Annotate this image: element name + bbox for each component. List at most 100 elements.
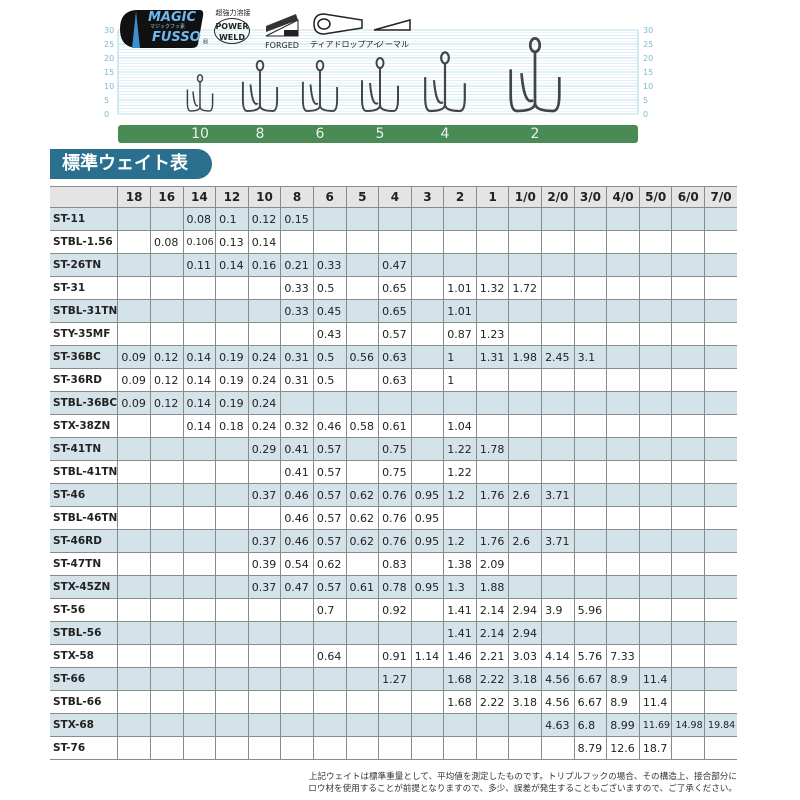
weight-cell — [638, 345, 673, 369]
weight-cell: 0.12 — [247, 207, 282, 231]
weight-cell — [704, 207, 738, 231]
row-model-label: ST-66 — [50, 667, 119, 691]
weight-cell — [508, 575, 543, 599]
weight-cell: 0.57 — [312, 529, 347, 553]
weight-cell — [312, 230, 347, 254]
weight-cell — [378, 621, 412, 645]
weight-cell — [117, 598, 151, 622]
weight-cell — [247, 276, 282, 300]
weight-cell — [606, 253, 640, 277]
scale-tick-label: 20 — [643, 54, 653, 63]
table-row: ST-36RD 0.09 0.12 0.14 0.19 0.24 0.31 0.5 0.63 1 — [50, 368, 738, 392]
weight-cell — [182, 644, 217, 668]
weight-cell — [410, 736, 445, 760]
column-header: 4 — [378, 186, 412, 208]
weight-cell — [149, 644, 184, 668]
weight-cell — [573, 552, 608, 576]
weight-cell — [573, 322, 608, 346]
weight-cell: 0.33 — [280, 276, 314, 300]
header-corner — [50, 186, 119, 208]
row-model-label: STX-38ZN — [50, 414, 119, 438]
weight-cell — [508, 322, 543, 346]
weight-cell — [704, 276, 738, 300]
table-row: ST-36BC 0.09 0.12 0.14 0.19 0.24 0.31 0.5 0.56 0.… — [50, 345, 738, 369]
weight-cell — [149, 736, 184, 760]
weight-cell — [638, 230, 673, 254]
weight-cell — [117, 299, 151, 323]
weight-cell — [182, 667, 217, 691]
weight-cell: 11.69 — [638, 713, 673, 737]
scale-tick-label: 15 — [643, 68, 653, 77]
weight-cell — [541, 460, 575, 484]
weight-cell — [671, 575, 706, 599]
weight-cell — [215, 667, 249, 691]
weight-cell — [280, 322, 314, 346]
weight-cell — [247, 506, 282, 530]
treble-hook-icon — [361, 57, 399, 113]
weight-cell: 0.31 — [280, 368, 314, 392]
weight-cell — [606, 529, 640, 553]
table-row: ST-76 8.79 12.6 18.7 — [50, 736, 738, 760]
column-header: 10 — [247, 186, 282, 208]
weight-cell — [475, 736, 510, 760]
weight-cell: 14.98 — [671, 713, 706, 737]
weight-cell — [149, 690, 184, 714]
weight-cell — [671, 299, 706, 323]
weight-cell: 0.14 — [247, 230, 282, 254]
weight-cell — [280, 598, 314, 622]
weight-cell — [606, 437, 640, 461]
weight-cell — [573, 276, 608, 300]
weight-cell: 0.106 — [182, 230, 217, 254]
table-row: ST-11 0.08 0.1 0.12 0.15 — [50, 207, 738, 231]
weight-cell — [638, 207, 673, 231]
table-row: ST-47TN 0.39 0.54 0.62 0.83 1.38 2.09 — [50, 552, 738, 576]
weight-cell — [508, 713, 543, 737]
weight-cell — [443, 391, 477, 415]
weight-cell — [475, 299, 510, 323]
row-model-label: ST-31 — [50, 276, 119, 300]
weight-cell — [508, 736, 543, 760]
weight-cell — [638, 529, 673, 553]
weight-cell — [475, 391, 510, 415]
row-model-label: STX-45ZN — [50, 575, 119, 599]
weight-cell — [182, 506, 217, 530]
weight-cell: 0.63 — [378, 345, 412, 369]
weight-cell: 11.4 — [638, 690, 673, 714]
scale-tick-label: 25 — [643, 40, 653, 49]
weight-cell: 1.22 — [443, 460, 477, 484]
weight-cell: 1.76 — [475, 483, 510, 507]
weight-cell — [247, 667, 282, 691]
weight-cell — [671, 345, 706, 369]
weight-cell: 1.01 — [443, 299, 477, 323]
weight-cell — [410, 667, 445, 691]
weight-cell — [573, 391, 608, 415]
weight-cell — [704, 736, 738, 760]
weight-cell — [149, 506, 184, 530]
logo-fusso-text: FUSSO — [152, 30, 201, 45]
weight-cell: 1.41 — [443, 621, 477, 645]
weight-cell — [443, 230, 477, 254]
weight-cell: 0.14 — [182, 414, 217, 438]
weight-cell: 0.95 — [410, 483, 445, 507]
weight-cell — [215, 483, 249, 507]
weight-cell — [410, 322, 445, 346]
weight-cell — [182, 299, 217, 323]
weight-cell: 2.6 — [508, 529, 543, 553]
weight-cell — [215, 506, 249, 530]
weight-cell — [606, 460, 640, 484]
weight-cell — [182, 483, 217, 507]
weight-cell: 8.79 — [573, 736, 608, 760]
weight-cell — [475, 460, 510, 484]
weight-cell — [247, 644, 282, 668]
weight-cell: 2.09 — [475, 552, 510, 576]
weight-cell: 0.58 — [345, 414, 380, 438]
weight-cell: 0.41 — [280, 460, 314, 484]
weight-cell — [704, 529, 738, 553]
weight-cell — [638, 552, 673, 576]
weight-cell: 0.24 — [247, 368, 282, 392]
weight-cell: 0.61 — [345, 575, 380, 599]
weight-cell — [215, 437, 249, 461]
weight-cell: 0.11 — [182, 253, 217, 277]
weight-cell — [541, 552, 575, 576]
weight-cell — [638, 437, 673, 461]
